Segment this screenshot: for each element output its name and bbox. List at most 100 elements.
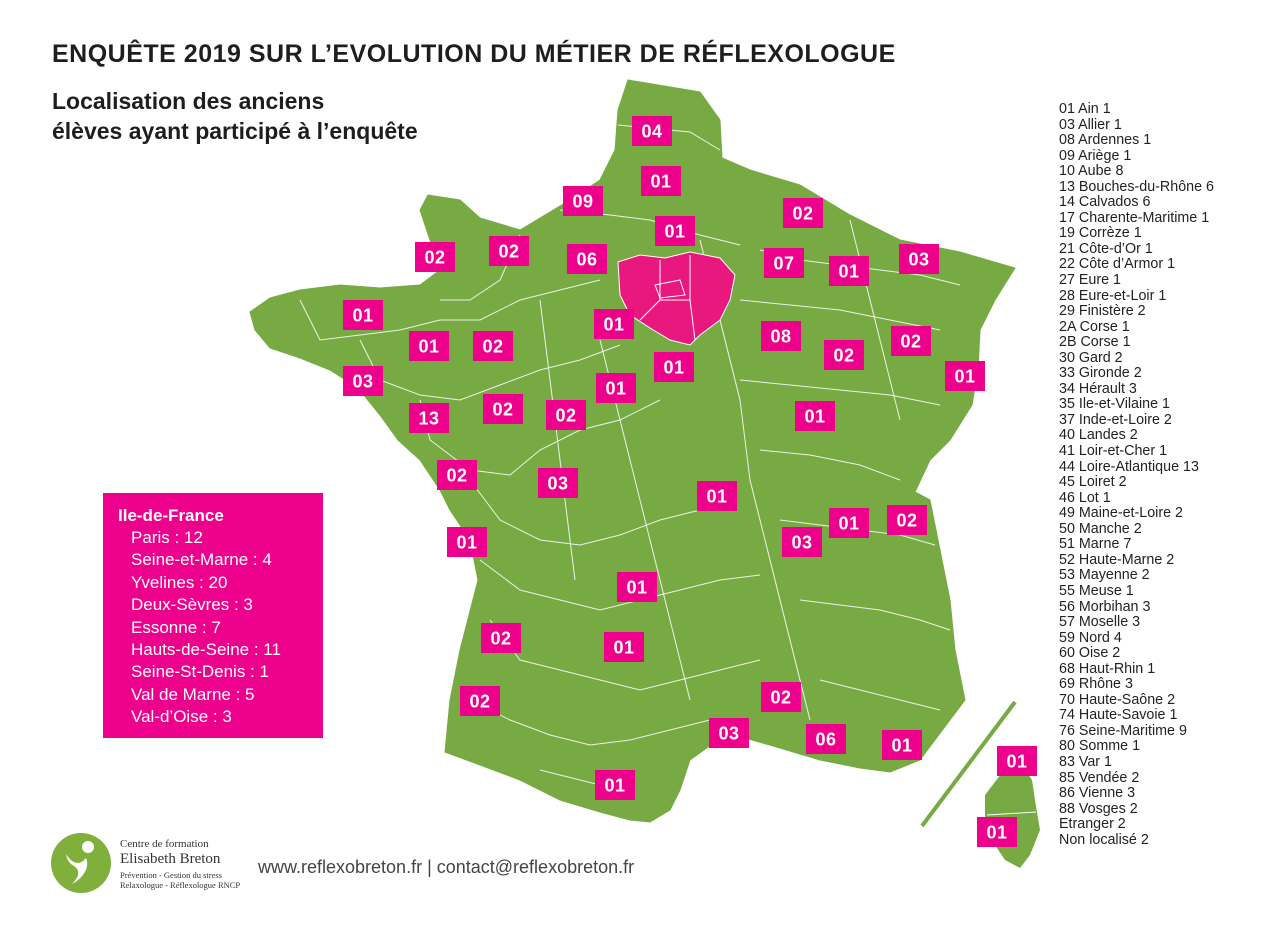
count-badge: 02 — [483, 394, 523, 424]
count-badge: 02 — [761, 682, 801, 712]
badge-background — [824, 340, 864, 370]
legend-item: 17 Charente-Maritime 1 — [1059, 209, 1210, 226]
badge-label: 02 — [792, 204, 813, 224]
count-badge: 02 — [473, 331, 513, 361]
count-badge: 01 — [641, 166, 681, 196]
count-badge: 01 — [655, 216, 695, 246]
badge-background — [409, 331, 449, 361]
count-badge: 01 — [447, 527, 487, 557]
legend-item: 60 Oise 2 — [1059, 645, 1121, 662]
badge-background — [783, 198, 823, 228]
idf-item: Deux-Sèvres : 3 — [131, 595, 253, 615]
badge-label: 01 — [986, 823, 1007, 843]
legend-item: 46 Lot 1 — [1059, 489, 1111, 506]
badge-label: 01 — [838, 514, 859, 534]
badge-label: 01 — [1006, 752, 1027, 772]
legend-item: 53 Mayenne 2 — [1059, 567, 1150, 584]
legend-item: 09 Ariège 1 — [1059, 147, 1132, 164]
subtitle-line-2: élèves ayant participé à l’enquête — [52, 118, 418, 144]
badge-background — [563, 186, 603, 216]
legend-item: 70 Haute-Saône 2 — [1059, 691, 1176, 708]
legend-item: 22 Côte d’Armor 1 — [1059, 256, 1176, 273]
badge-background — [709, 718, 749, 748]
idf-item: Essonne : 7 — [131, 617, 221, 637]
legend-item: 59 Nord 4 — [1059, 629, 1122, 646]
count-badges: 04 01 09 02 02 06 01 01 07 01 03 02 01 01 02 01 08 02 02 03… — [343, 116, 1037, 847]
legend-item: 85 Vendée 2 — [1059, 769, 1140, 786]
badge-background — [887, 505, 927, 535]
legend-item: 41 Loir-et-Cher 1 — [1059, 443, 1168, 460]
count-badge: 03 — [538, 468, 578, 498]
legend-item: 56 Morbihan 3 — [1059, 598, 1151, 615]
badge-label: 02 — [446, 466, 467, 486]
badge-background — [604, 632, 644, 662]
legend-item: 40 Landes 2 — [1059, 427, 1138, 444]
ile-de-france-region — [617, 251, 736, 346]
legend-item: Etranger 2 — [1059, 816, 1126, 833]
count-badge: 01 — [596, 373, 636, 403]
legend-item: 2B Corse 1 — [1059, 334, 1131, 351]
branding-line-1: Centre de formation — [120, 838, 209, 850]
legend-item: 50 Manche 2 — [1059, 520, 1142, 537]
subtitle-line-1: Localisation des anciens — [52, 88, 325, 114]
badge-background — [481, 623, 521, 653]
legend-item: 34 Hérault 3 — [1059, 380, 1137, 397]
legend-item: 52 Haute-Marne 2 — [1059, 551, 1175, 568]
idf-item: Seine-St-Denis : 1 — [131, 662, 269, 682]
badge-label: 13 — [418, 409, 439, 429]
badge-background — [654, 352, 694, 382]
badge-label: 01 — [891, 736, 912, 756]
badge-label: 01 — [604, 776, 625, 796]
badge-background — [977, 817, 1017, 847]
legend-item: 57 Moselle 3 — [1059, 614, 1141, 631]
count-badge: 01 — [997, 746, 1037, 776]
branding: Centre de formation Elisabeth Breton Pré… — [120, 838, 240, 890]
legend-item: 35 Ile-et-Vilaine 1 — [1059, 396, 1171, 413]
badge-background — [761, 321, 801, 351]
count-badge: 02 — [824, 340, 864, 370]
badge-background — [697, 481, 737, 511]
badge-label: 01 — [456, 533, 477, 553]
idf-item: Paris : 12 — [131, 528, 203, 547]
badge-background — [343, 366, 383, 396]
count-badge: 02 — [481, 623, 521, 653]
count-badge: 09 — [563, 186, 603, 216]
badge-background — [829, 508, 869, 538]
department-legend: 01 Ain 1 03 Allier 1 08 Ardennes 1 09 Arièg… — [1059, 101, 1214, 848]
badge-background — [546, 400, 586, 430]
legend-item: 68 Haut-Rhin 1 — [1059, 660, 1156, 677]
legend-item: Non localisé 2 — [1059, 831, 1149, 848]
badge-label: 01 — [706, 487, 727, 507]
badge-background — [806, 724, 846, 754]
contact-links[interactable]: www.reflexobreton.fr | contact@reflexobr… — [258, 857, 635, 877]
count-badge: 01 — [595, 770, 635, 800]
legend-item: 86 Vienne 3 — [1059, 785, 1136, 802]
badge-label: 09 — [572, 192, 593, 212]
count-badge: 06 — [567, 244, 607, 274]
badge-background — [641, 166, 681, 196]
badge-label: 04 — [641, 122, 662, 142]
badge-label: 02 — [469, 692, 490, 712]
badge-label: 01 — [626, 578, 647, 598]
badge-label: 01 — [603, 315, 624, 335]
legend-item: 76 Seine-Maritime 9 — [1059, 722, 1187, 739]
badge-label: 01 — [650, 172, 671, 192]
count-badge: 03 — [709, 718, 749, 748]
idf-title: Ile-de-France — [118, 506, 224, 525]
badge-label: 01 — [613, 638, 634, 658]
badge-background — [595, 770, 635, 800]
count-badge: 01 — [795, 401, 835, 431]
count-badge: 01 — [945, 361, 985, 391]
mainland-france — [249, 79, 1016, 823]
count-badge: 03 — [899, 244, 939, 274]
badge-label: 03 — [908, 250, 929, 270]
count-badge: 04 — [632, 116, 672, 146]
count-badge: 02 — [891, 326, 931, 356]
badge-background — [617, 572, 657, 602]
count-badge: 06 — [806, 724, 846, 754]
badge-label: 02 — [482, 337, 503, 357]
badge-background — [594, 309, 634, 339]
count-badge: 01 — [829, 256, 869, 286]
legend-item: 19 Corrèze 1 — [1059, 225, 1142, 242]
